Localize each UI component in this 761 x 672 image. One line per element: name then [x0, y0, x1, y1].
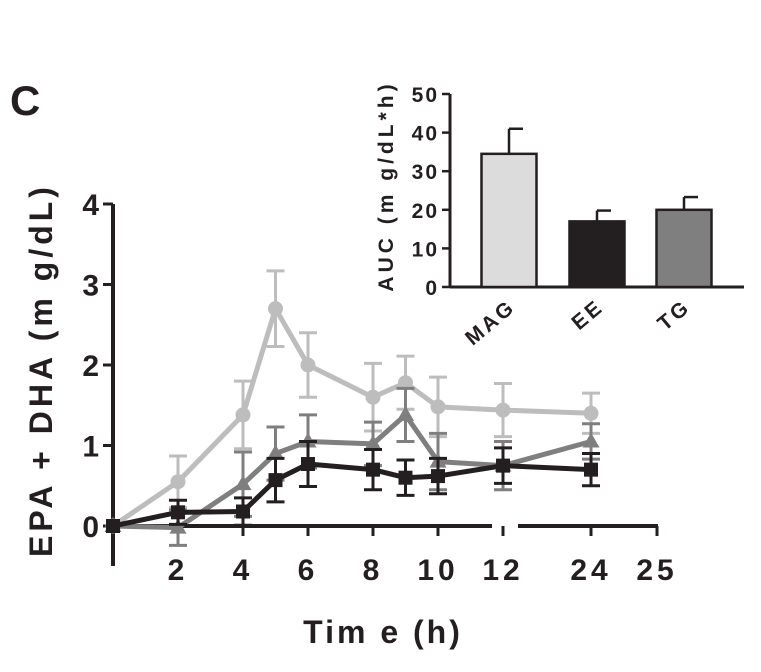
data-point [301, 457, 315, 472]
data-point [236, 504, 250, 519]
bar-y-tick-label: 0 [425, 277, 439, 300]
y-tick-label: 4 [82, 189, 99, 222]
bar-chart-ylabel-group: AUC (m g/dL*h) [375, 80, 398, 291]
data-point [364, 434, 382, 450]
data-point [496, 458, 510, 473]
bar-mag [480, 152, 538, 289]
line-chart-xlabel-group: Tim e (h) [303, 614, 463, 650]
x-tick-label: 4 [233, 554, 254, 587]
y-tick-label: 3 [82, 270, 99, 303]
bar-category-label: MAG [461, 295, 520, 350]
bar-y-tick-label: 10 [412, 238, 439, 261]
bar-y-tick-label: 20 [412, 200, 439, 223]
x-axis-title: Tim e (h) [303, 614, 463, 650]
data-point [170, 474, 186, 490]
x-tick-label: 12 [482, 554, 523, 587]
x-tick-label: 8 [363, 554, 384, 587]
data-point [234, 475, 252, 491]
series-ee [106, 439, 600, 533]
data-point [235, 407, 251, 423]
y-axis-title: EPA + DHA (m g/dL) [23, 183, 59, 557]
data-point [583, 405, 599, 421]
bar-ee [568, 220, 626, 289]
x-tick-label: 24 [570, 554, 611, 587]
series-line [502, 407, 592, 416]
data-point [398, 470, 413, 485]
y-tick-label: 2 [82, 350, 99, 383]
bar-y-tick-label: 30 [412, 161, 439, 184]
panel-label: C [10, 77, 40, 124]
data-point [365, 389, 381, 405]
bar-category-label: EE [567, 295, 608, 334]
y-tick-label: 1 [82, 431, 99, 464]
data-point [495, 402, 511, 418]
bar-tg [655, 208, 713, 289]
x-tick-label: 10 [417, 554, 458, 587]
bar-chart-y-ticks: 0 10 20 30 40 50 [412, 84, 450, 300]
x-tick-label: 2 [168, 554, 189, 587]
data-point [268, 473, 283, 488]
data-point [268, 301, 283, 317]
y-tick-label: 0 [82, 511, 99, 544]
bar-chart-bars [480, 127, 713, 289]
bar-y-tick-label: 50 [412, 84, 439, 107]
series-line [502, 439, 592, 469]
data-point [397, 405, 414, 421]
bar-y-axis-title: AUC (m g/dL*h) [375, 80, 398, 291]
line-chart-ylabel-group: EPA + DHA (m g/dL) [23, 183, 59, 557]
line-chart-x-ticks: 2 4 6 8 10 12 24 25 [168, 526, 677, 587]
data-point [398, 375, 413, 391]
series-mag [105, 269, 600, 534]
data-point [106, 519, 120, 533]
data-point [169, 518, 187, 534]
data-point [431, 469, 445, 484]
bar-y-tick-label: 40 [412, 123, 439, 146]
x-tick-label: 25 [636, 554, 677, 587]
data-point [300, 357, 316, 373]
data-point [582, 432, 600, 448]
data-point [366, 462, 380, 477]
data-point [584, 462, 598, 477]
bar-category-label: TG [653, 295, 695, 335]
data-point [267, 444, 284, 460]
x-tick-label: 6 [298, 554, 319, 587]
line-chart-series [104, 269, 600, 547]
auc-bar-chart: AUC (m g/dL*h) 0 10 20 30 40 50 MAG EE TG [375, 80, 744, 350]
series-line [502, 463, 592, 473]
data-point [430, 399, 446, 415]
line-chart-y-ticks: 0 1 2 3 4 [82, 189, 113, 544]
bar-chart-category-labels: MAG EE TG [461, 295, 695, 350]
data-point [171, 505, 185, 520]
